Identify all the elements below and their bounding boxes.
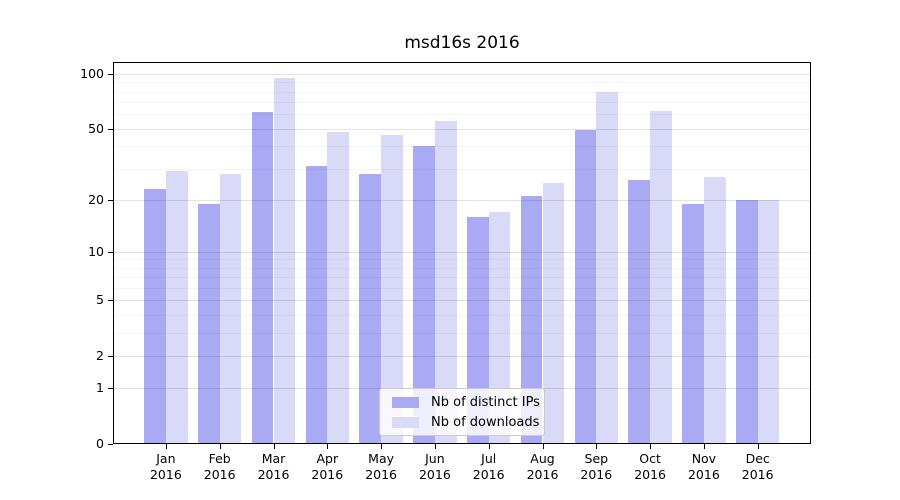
bar-mar-distinct-ips xyxy=(251,111,274,443)
bar-apr-downloads xyxy=(327,132,349,443)
x-tick-mark-nov xyxy=(703,444,705,449)
legend: Nb of distinct IPs Nb of downloads xyxy=(379,388,545,436)
x-tick-label-oct: Oct 2016 xyxy=(634,451,666,482)
bar-nov-distinct-ips xyxy=(682,203,704,443)
major-gridline-2 xyxy=(114,355,810,357)
y-tick-label-10: 10 xyxy=(88,243,104,259)
bar-nov-downloads xyxy=(703,176,726,443)
legend-item-downloads: Nb of downloads xyxy=(388,414,540,430)
legend-swatch-downloads xyxy=(392,416,419,428)
bar-jul-downloads xyxy=(488,212,511,443)
y-tick-label-0: 0 xyxy=(96,436,104,451)
x-tick-mark-feb xyxy=(219,444,221,449)
x-tick-mark-mar xyxy=(273,444,275,449)
minor-gridline-30 xyxy=(114,168,810,170)
bar-oct-distinct-ips xyxy=(628,179,651,443)
x-tick-mark-may xyxy=(381,444,383,449)
x-tick-label-sep: Sep 2016 xyxy=(580,451,613,482)
bar-may-downloads xyxy=(381,135,403,443)
y-tick-mark-1 xyxy=(108,388,113,390)
x-tick-label-apr: Apr 2016 xyxy=(311,451,344,482)
x-tick-mark-sep xyxy=(596,444,598,449)
x-tick-mark-oct xyxy=(650,444,652,449)
chart-title: msd16s 2016 xyxy=(404,33,520,53)
y-tick-mark-2 xyxy=(108,355,113,357)
bar-apr-distinct-ips xyxy=(305,166,328,443)
y-tick-label-2: 2 xyxy=(96,347,104,363)
minor-gridline-6 xyxy=(114,287,810,289)
minor-gridline-8 xyxy=(114,267,810,269)
x-tick-label-aug: Aug 2016 xyxy=(526,451,559,482)
major-gridline-50 xyxy=(114,128,810,130)
x-tick-mark-jul xyxy=(488,444,490,449)
y-tick-mark-0 xyxy=(108,444,113,445)
bar-aug-downloads xyxy=(542,182,565,443)
y-tick-label-50: 50 xyxy=(88,120,104,136)
bar-jul-distinct-ips xyxy=(467,216,489,443)
minor-gridline-80 xyxy=(114,91,810,93)
major-gridline-100 xyxy=(114,74,810,75)
x-tick-label-jun: Jun 2016 xyxy=(418,451,451,482)
bar-may-distinct-ips xyxy=(359,174,382,443)
legend-item-distinct-ips: Nb of distinct IPs xyxy=(388,395,540,410)
x-tick-label-mar: Mar 2016 xyxy=(257,451,290,482)
minor-gridline-9 xyxy=(114,259,810,261)
bar-jan-distinct-ips xyxy=(144,189,166,443)
bar-oct-downloads xyxy=(650,110,672,443)
bar-feb-distinct-ips xyxy=(198,203,220,443)
bar-sep-distinct-ips xyxy=(574,130,597,443)
y-tick-label-1: 1 xyxy=(96,380,104,396)
y-tick-mark-20 xyxy=(108,199,113,201)
x-tick-label-dec: Dec 2016 xyxy=(741,451,774,482)
plot-area xyxy=(113,62,811,444)
x-tick-mark-aug xyxy=(542,444,544,449)
x-tick-mark-jan xyxy=(165,444,167,449)
x-tick-label-may: May 2016 xyxy=(365,451,397,482)
minor-gridline-4 xyxy=(114,314,810,316)
major-gridline-5 xyxy=(114,300,810,302)
bar-jun-downloads xyxy=(434,121,457,443)
minor-gridline-7 xyxy=(114,277,810,279)
x-tick-label-jan: Jan 2016 xyxy=(149,451,182,482)
bar-mar-downloads xyxy=(273,78,296,443)
y-tick-mark-10 xyxy=(108,251,113,253)
bar-dec-distinct-ips xyxy=(736,199,758,443)
legend-swatch-distinct-ips xyxy=(392,396,419,408)
minor-gridline-3 xyxy=(114,332,810,334)
x-tick-mark-dec xyxy=(757,444,759,449)
y-tick-label-20: 20 xyxy=(88,191,104,207)
x-tick-label-feb: Feb 2016 xyxy=(203,451,236,482)
bar-jun-distinct-ips xyxy=(413,146,435,443)
x-tick-label-nov: Nov 2016 xyxy=(687,451,720,482)
minor-gridline-60 xyxy=(114,114,810,116)
y-tick-mark-50 xyxy=(108,128,113,130)
minor-gridline-70 xyxy=(114,102,810,104)
bar-jan-downloads xyxy=(165,171,188,443)
x-tick-label-jul: Jul 2016 xyxy=(472,451,505,482)
minor-gridline-90 xyxy=(114,82,810,84)
major-gridline-10 xyxy=(114,251,810,253)
bar-sep-downloads xyxy=(596,91,618,443)
bar-aug-distinct-ips xyxy=(520,196,543,443)
legend-label-downloads: Nb of downloads xyxy=(431,414,540,430)
x-tick-mark-apr xyxy=(327,444,329,449)
y-tick-label-5: 5 xyxy=(96,292,104,308)
major-gridline-20 xyxy=(114,199,810,201)
y-tick-mark-100 xyxy=(108,74,113,75)
minor-gridline-40 xyxy=(114,146,810,148)
legend-label-distinct-ips: Nb of distinct IPs xyxy=(431,394,540,410)
bar-dec-downloads xyxy=(757,199,780,443)
y-tick-mark-5 xyxy=(108,300,113,302)
y-tick-label-100: 100 xyxy=(80,66,104,81)
x-tick-mark-jun xyxy=(434,444,436,449)
bar-feb-downloads xyxy=(219,174,242,443)
